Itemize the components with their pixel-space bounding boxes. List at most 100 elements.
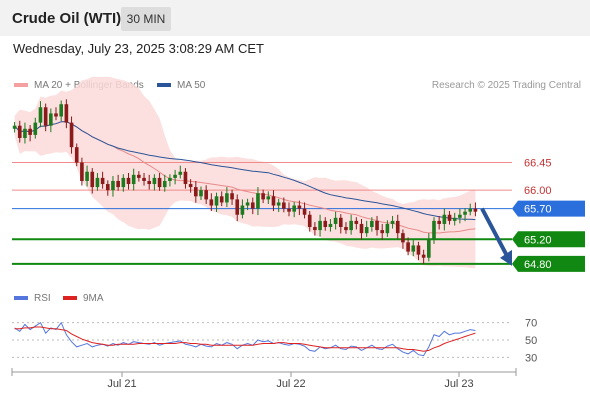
candle <box>235 199 240 215</box>
candle <box>421 254 426 258</box>
candle <box>261 193 265 200</box>
candle <box>17 125 22 138</box>
candle <box>380 230 385 234</box>
rsi-tick-label: 70 <box>525 318 537 330</box>
candle <box>370 220 374 228</box>
candle <box>147 180 152 185</box>
x-tick-label: Jul 23 <box>444 378 473 390</box>
candle <box>204 190 208 200</box>
candle <box>401 233 405 243</box>
candle <box>230 193 234 200</box>
candle <box>142 177 146 181</box>
x-tick-label: Jul 22 <box>276 378 305 390</box>
candle <box>256 193 260 209</box>
candle <box>437 220 441 224</box>
candle <box>28 128 32 135</box>
candle <box>183 171 188 185</box>
current-price-label: 65.70 <box>524 204 552 216</box>
candle <box>95 177 100 188</box>
candle <box>69 122 74 148</box>
candle <box>364 227 369 234</box>
candle <box>390 220 395 224</box>
candle <box>468 208 473 212</box>
rsi-tick-label: 30 <box>525 352 537 364</box>
candle <box>432 220 436 240</box>
candle <box>85 171 89 181</box>
candle <box>152 177 157 185</box>
support-label: 64.80 <box>524 259 552 271</box>
candle <box>214 196 219 206</box>
candle <box>105 184 110 191</box>
candle <box>33 122 38 135</box>
candle <box>313 227 317 231</box>
candle <box>59 104 64 117</box>
candle <box>338 217 343 228</box>
candle <box>473 208 478 212</box>
bollinger-band <box>14 76 476 269</box>
candle <box>447 214 452 221</box>
candle <box>452 217 457 221</box>
legend-ma50: MA 50 <box>157 80 205 91</box>
candle <box>199 190 203 197</box>
candle <box>307 214 312 228</box>
candle <box>385 223 390 234</box>
candle <box>354 220 359 224</box>
support-tag <box>512 231 585 248</box>
candle <box>178 171 183 175</box>
candle <box>328 223 333 228</box>
candle <box>302 208 307 215</box>
timeframe-badge[interactable]: 30 MIN <box>121 7 171 31</box>
support-tag <box>512 255 585 272</box>
candle <box>80 162 84 181</box>
candle <box>173 174 177 178</box>
candle <box>193 187 198 197</box>
candle <box>416 245 421 255</box>
candle <box>442 214 447 224</box>
candle <box>240 205 245 215</box>
candle <box>54 113 58 117</box>
candle <box>12 125 17 129</box>
legend-rsi: RSI <box>14 293 51 304</box>
ma50-legend-label: MA 50 <box>177 80 206 91</box>
candle <box>411 245 416 252</box>
candle <box>463 211 467 215</box>
candle <box>426 239 431 258</box>
candle <box>168 177 172 181</box>
timestamp: Wednesday, July 23, 2025 3:08:29 AM CET <box>13 41 264 56</box>
candle <box>90 171 95 188</box>
candle <box>375 220 379 231</box>
rsi-ma-swatch <box>63 296 77 301</box>
candle <box>276 202 281 206</box>
candle <box>137 174 141 178</box>
candle <box>333 217 338 224</box>
resistance-label: 66.45 <box>524 158 552 170</box>
rsi-swatch <box>14 296 28 301</box>
ma50-line <box>14 121 476 221</box>
candle <box>111 180 115 191</box>
support-label: 65.20 <box>524 234 552 246</box>
candle <box>23 128 27 138</box>
x-tick-label: Jul 21 <box>107 378 136 390</box>
candle <box>292 205 297 212</box>
legend-rsi-ma: 9MA <box>63 293 104 304</box>
rsi-line <box>14 321 476 357</box>
forecast-arrow-shaft <box>480 207 509 257</box>
candle <box>188 184 193 188</box>
candle <box>323 220 328 228</box>
rsi-legend-label: RSI <box>34 293 51 304</box>
candle <box>245 202 250 206</box>
candle <box>74 147 79 163</box>
candle <box>349 220 353 231</box>
rsi-tick-label: 50 <box>525 335 537 347</box>
current-price-tag <box>512 200 585 217</box>
candle <box>49 113 53 126</box>
ma50-swatch <box>157 83 171 88</box>
candle <box>318 220 322 231</box>
candle <box>131 174 136 185</box>
candle <box>219 196 224 203</box>
candle <box>43 107 48 126</box>
instrument-title: Crude Oil (WTI) <box>12 10 122 27</box>
candle <box>458 214 462 218</box>
candle <box>100 177 105 185</box>
